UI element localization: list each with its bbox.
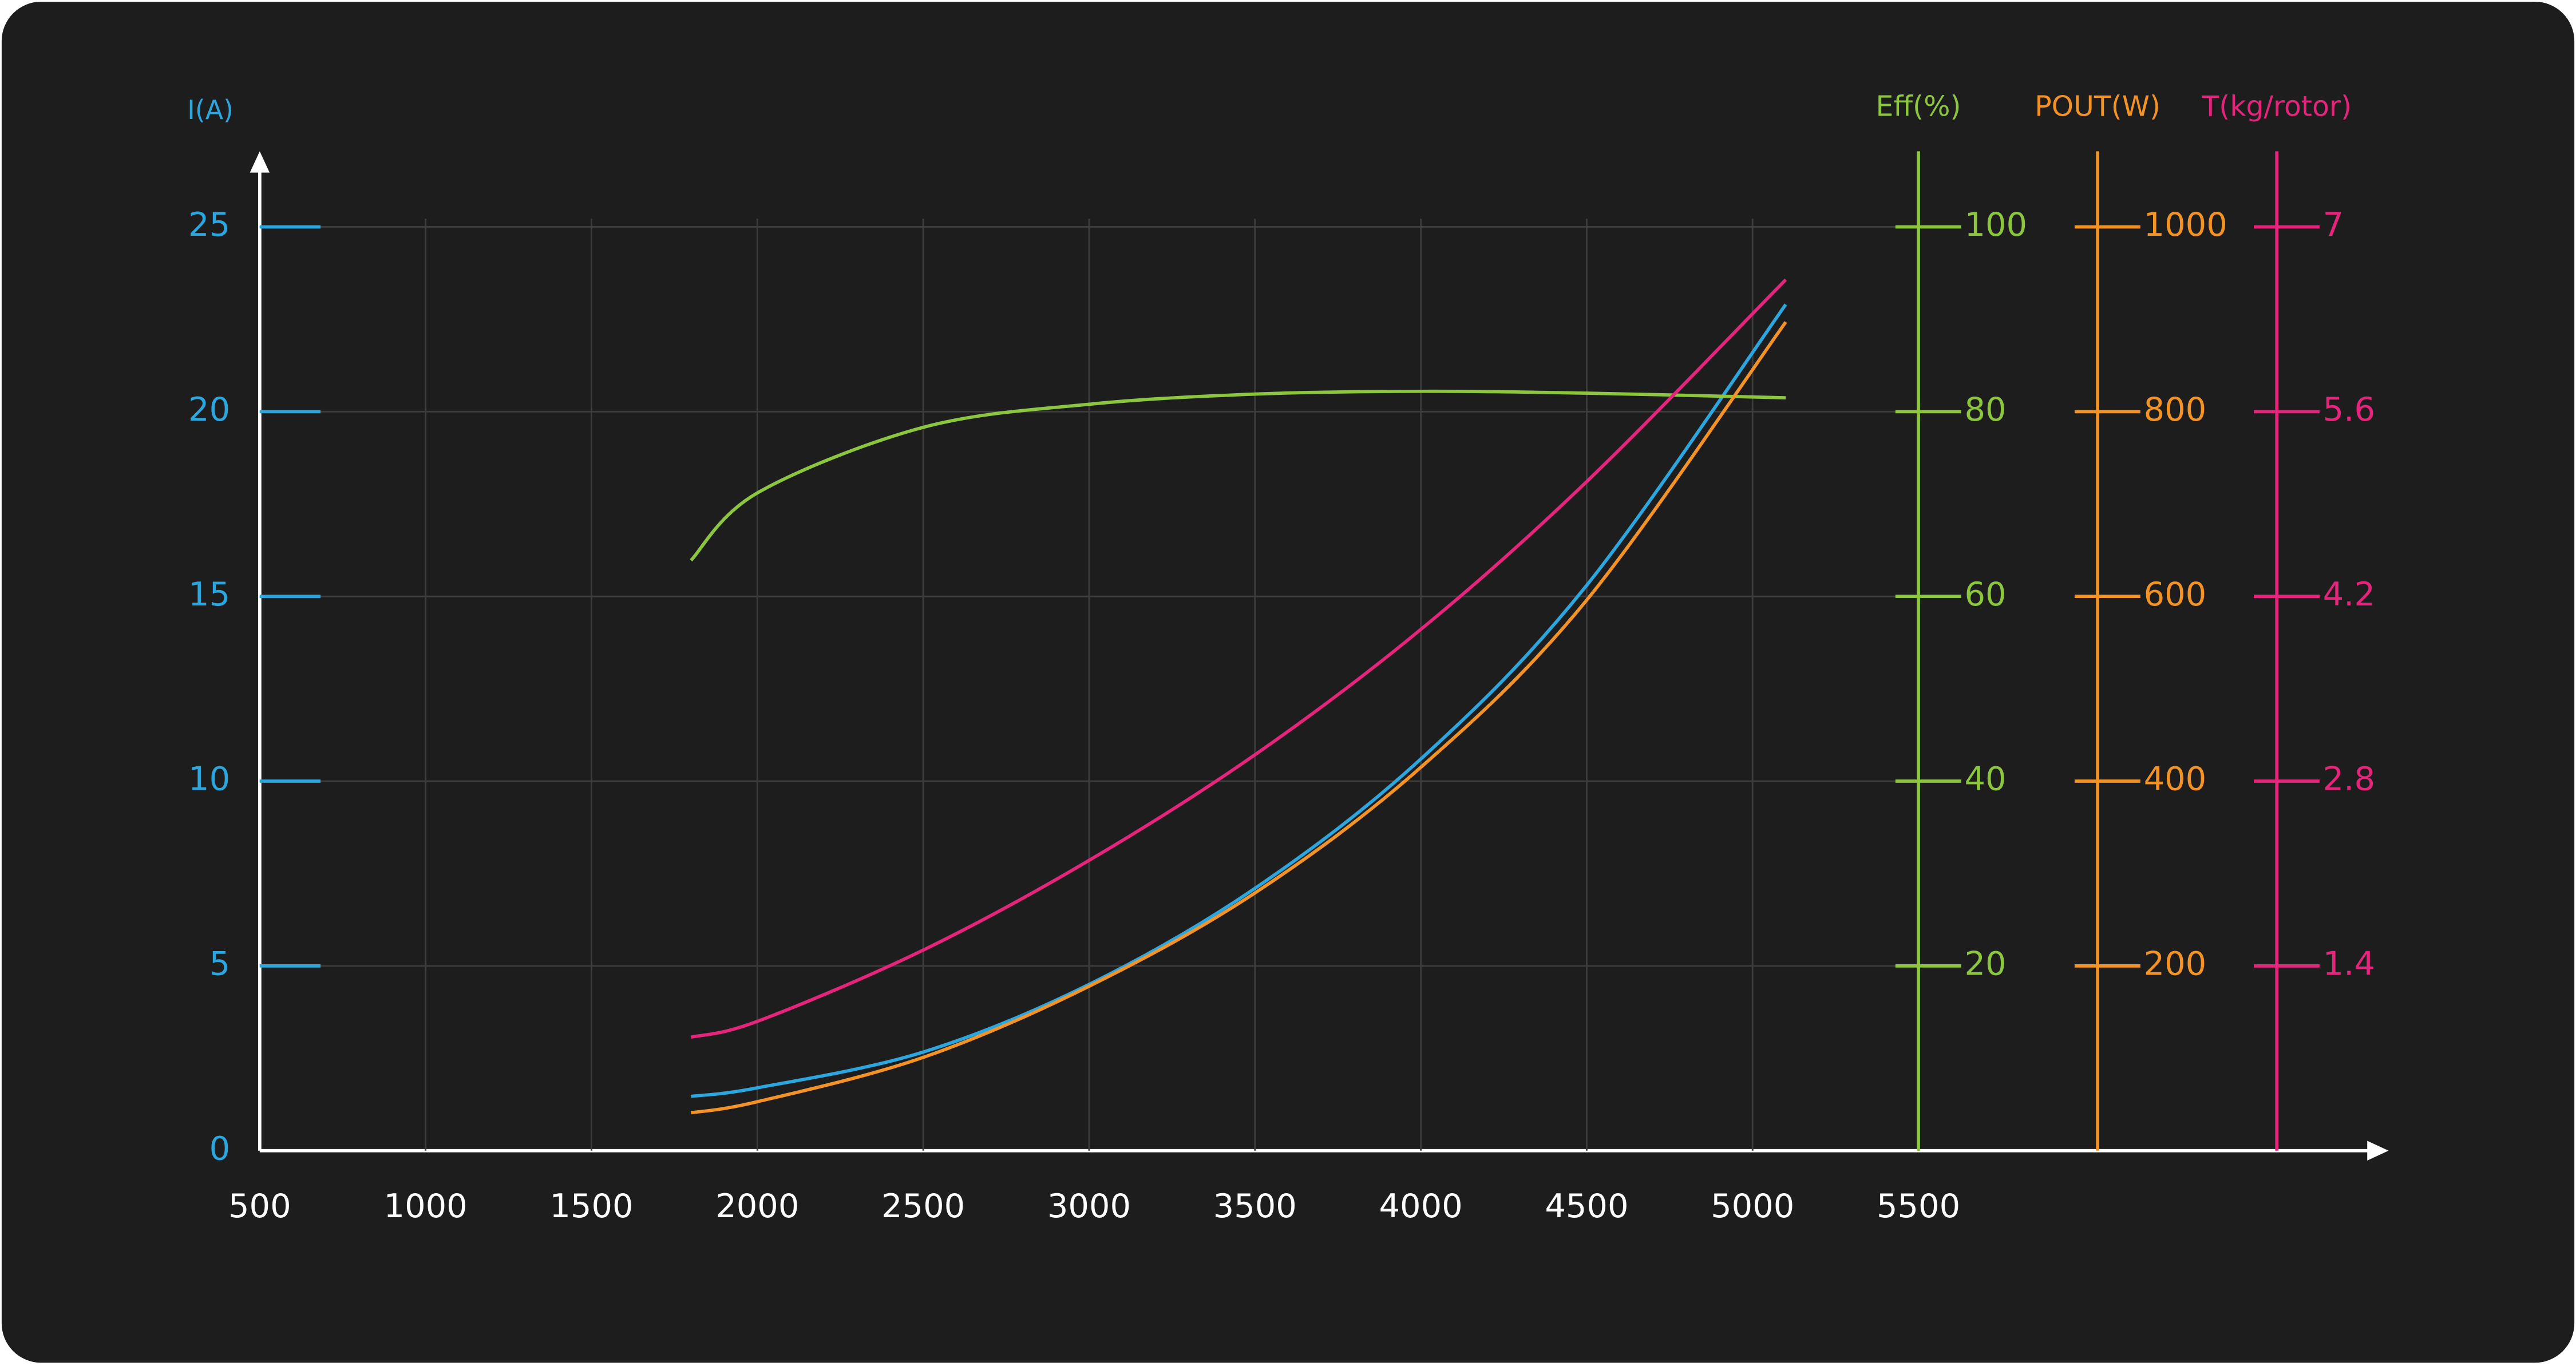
tick-label: 60 (1964, 575, 2006, 613)
y-tick-label: 5 (209, 945, 231, 983)
tick-label: 400 (2144, 760, 2207, 798)
tick-label: 800 (2144, 390, 2207, 429)
x-tick-label: 5500 (1877, 1187, 1960, 1225)
tick-label: 200 (2144, 945, 2207, 983)
series-line (690, 321, 1787, 1115)
y-axis-title: I(A) (187, 94, 234, 125)
x-tick-label: 500 (228, 1187, 291, 1225)
x-tick-label: 4000 (1379, 1187, 1462, 1225)
tick-label: 20 (1964, 945, 2006, 983)
tick-label: 1000 (2144, 205, 2227, 244)
axis-title: POUT(W) (2035, 90, 2160, 123)
x-tick-label: 1000 (384, 1187, 468, 1225)
tick-label: 80 (1964, 390, 2006, 429)
y-axis-arrow (250, 151, 270, 173)
series-line (690, 278, 1787, 1039)
tick-label: 600 (2144, 575, 2207, 613)
tick-label: 1.4 (2323, 945, 2375, 983)
x-tick-label: 3500 (1213, 1187, 1297, 1225)
x-tick-label: 5000 (1711, 1187, 1794, 1225)
x-axis-arrow (2367, 1141, 2389, 1161)
tick-label: 40 (1964, 760, 2006, 798)
tick-label: 7 (2323, 205, 2344, 244)
y-tick-label: 25 (188, 205, 230, 244)
axis-title: Eff(%) (1876, 90, 1961, 123)
y-tick-label: 0 (209, 1129, 231, 1167)
x-tick-label: 4500 (1545, 1187, 1628, 1225)
tick-label: 2.8 (2323, 760, 2375, 798)
series-line (691, 303, 1787, 1098)
x-tick-label: 1500 (549, 1187, 633, 1225)
y-tick-label: 20 (188, 390, 230, 429)
y-tick-label: 10 (188, 760, 230, 798)
tick-label: 5.6 (2323, 390, 2375, 429)
y-tick-label: 15 (188, 575, 230, 613)
axis-title: T(kg/rotor) (2201, 90, 2352, 123)
series-line (690, 389, 1786, 562)
tick-label: 100 (1964, 205, 2027, 244)
x-tick-label: 2000 (715, 1187, 799, 1225)
x-tick-label: 2500 (881, 1187, 965, 1225)
tick-label: 4.2 (2323, 575, 2375, 613)
x-tick-label: 3000 (1047, 1187, 1131, 1225)
